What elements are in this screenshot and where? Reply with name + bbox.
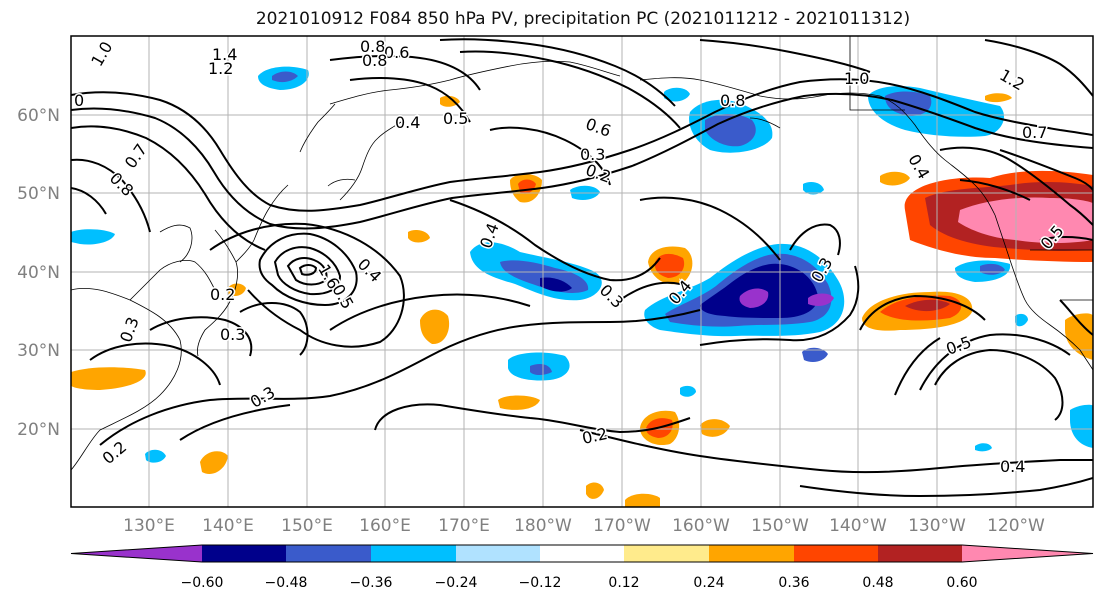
- lon-label: 160°W: [672, 516, 730, 536]
- lon-label: 170°W: [593, 516, 651, 536]
- contour-label: 0: [74, 91, 84, 110]
- contour-label: 0.7: [1022, 123, 1047, 142]
- colorbar-tick-label: 0.24: [693, 575, 724, 591]
- colorbar-cell: [962, 545, 1093, 562]
- contour-label: 0.8: [362, 51, 387, 70]
- lon-label: 130°W: [908, 516, 966, 536]
- contour-label: 0.3: [220, 325, 245, 344]
- colorbar-tick-label: 0.12: [608, 575, 639, 591]
- colorbar-cell: [709, 545, 794, 562]
- map-plot-area: 1.0 1.4 1.2 0.8 0.6 0.8 0 0.7 0.8 0.4 0.…: [71, 36, 1093, 507]
- graticule: [71, 36, 1093, 507]
- colorbar-tick-label: 0.48: [862, 575, 893, 591]
- colorbar-cells: [70, 544, 1094, 563]
- longitude-labels: 130°E 140°E 150°E 160°E 170°E 180°W 170°…: [123, 516, 1045, 536]
- lon-label: 180°W: [514, 516, 572, 536]
- contour-label: 0.2: [210, 285, 235, 304]
- colorbar-outline: [70, 544, 1094, 563]
- colorbar-tick-labels: −0.60 −0.48 −0.36 −0.24 −0.12 0.12 0.24 …: [181, 575, 978, 591]
- contour-label: 0.8: [360, 37, 385, 56]
- colorbar-tick-label: 0.36: [778, 575, 809, 591]
- colorbar-tick-label: 0.60: [946, 575, 977, 591]
- lat-label: 20°N: [17, 420, 60, 440]
- lat-label: 50°N: [17, 184, 60, 204]
- contour-label: 0.5: [443, 109, 468, 128]
- lon-label: 160°E: [359, 516, 411, 536]
- lon-label: 140°E: [202, 516, 254, 536]
- colorbar-cell: [456, 545, 540, 562]
- colorbar-tick-label: −0.48: [265, 575, 308, 591]
- pv-contours: [71, 38, 1093, 498]
- contour-label: 0.3: [580, 145, 605, 164]
- contour-label: 0.4: [395, 113, 420, 132]
- lat-label: 30°N: [17, 341, 60, 361]
- contour-label: 1.0: [844, 69, 869, 88]
- lon-label: 170°E: [438, 516, 490, 536]
- latitude-labels: 60°N 50°N 40°N 30°N 20°N: [17, 106, 60, 440]
- colorbar-cell: [71, 545, 202, 562]
- contour-label: 1.2: [208, 59, 233, 78]
- map-title: 2021010912 F084 850 hPa PV, precipitatio…: [255, 9, 911, 29]
- lon-label: 120°W: [987, 516, 1045, 536]
- colorbar-cell: [286, 545, 371, 562]
- contour-label: 0.4: [1000, 457, 1025, 476]
- lat-label: 40°N: [17, 263, 60, 283]
- colorbar-cell: [371, 545, 456, 562]
- colorbar-cell: [540, 545, 624, 562]
- colorbar: −0.60 −0.48 −0.36 −0.24 −0.12 0.12 0.24 …: [70, 544, 1094, 591]
- coastlines: [71, 36, 1093, 471]
- colorbar-cell: [878, 545, 962, 562]
- colorbar-tick-label: −0.60: [181, 575, 224, 591]
- colorbar-tick-label: −0.24: [435, 575, 478, 591]
- colorbar-tick-label: −0.12: [519, 575, 562, 591]
- lon-label: 140°W: [829, 516, 887, 536]
- lon-label: 150°E: [281, 516, 333, 536]
- colorbar-cell: [794, 545, 878, 562]
- lon-label: 150°W: [751, 516, 809, 536]
- lon-label: 130°E: [123, 516, 175, 536]
- map-frame: [70, 35, 1094, 508]
- colorbar-tick-label: −0.36: [350, 575, 393, 591]
- pv-contour-labels: 1.0 1.4 1.2 0.8 0.6 0.8 0 0.7 0.8 0.4 0.…: [73, 36, 1070, 478]
- contour-label: 0.6: [384, 43, 409, 62]
- contour-label: 1.4: [212, 45, 237, 64]
- colorbar-cell: [202, 545, 286, 562]
- contour-label: 0.8: [720, 91, 745, 110]
- colorbar-cell: [624, 545, 709, 562]
- lat-label: 60°N: [17, 106, 60, 126]
